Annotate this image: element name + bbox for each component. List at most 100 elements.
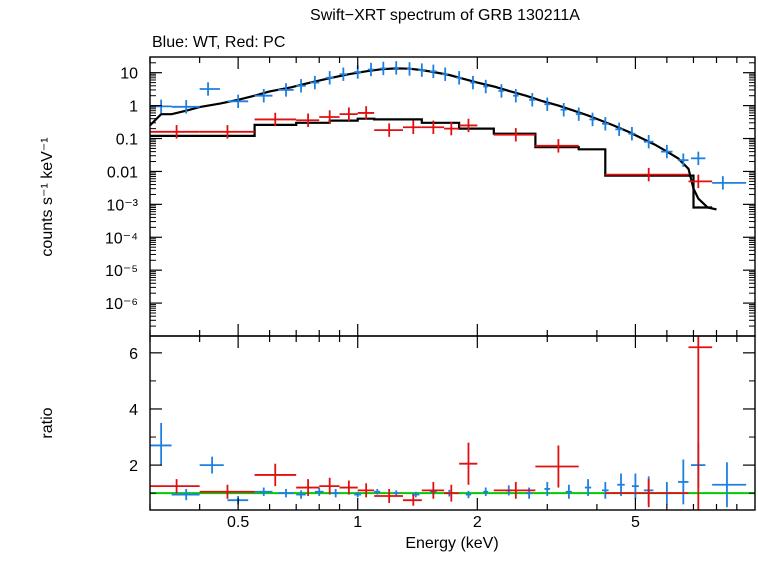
wt-spectrum-point: [406, 62, 413, 76]
wt-ratio-point: [171, 488, 200, 501]
pc-spectrum-point: [493, 128, 536, 142]
x-tick-label: 0.5: [227, 514, 249, 531]
pc-ratio-point: [357, 483, 375, 498]
pc-ratio-point: [339, 480, 358, 495]
wt-ratio-point: [544, 481, 551, 496]
pc-ratio-point: [150, 479, 200, 494]
wt-spectrum-point: [560, 103, 567, 117]
data-layer: [150, 61, 747, 510]
tick-layer: 0.5 1 2 5 10 1 0.1 0.01 10⁻³ 10⁻⁴ 10⁻⁵ 10⁻⁶ 2 4 6: [105, 56, 755, 531]
wt-ratio-point: [525, 487, 533, 499]
pc-ratio-point: [688, 336, 713, 510]
wt-spectrum-point: [661, 144, 673, 159]
wt-ratio-point: [393, 490, 399, 496]
pc-ratio-point: [296, 479, 320, 496]
pc-model-line: [150, 117, 713, 209]
wt-spectrum-point: [456, 71, 462, 85]
pc-spectrum-point: [605, 167, 689, 182]
pc-ratio-point: [535, 445, 579, 488]
wt-ratio-point: [712, 462, 747, 508]
wt-spectrum-point: [150, 99, 172, 114]
ratio-y-axis-label: ratio: [39, 407, 56, 438]
wt-ratio-point: [374, 488, 381, 495]
pc-spectrum-point: [254, 112, 297, 127]
wt-spectrum-point: [296, 79, 306, 93]
wt-spectrum-point: [513, 88, 519, 103]
x-axis-label: Energy (keV): [405, 535, 498, 552]
pc-spectrum-point: [199, 125, 255, 139]
wt-ratio-point: [483, 487, 489, 496]
wt-spectrum-point: [602, 117, 609, 131]
wt-spectrum-point: [690, 151, 706, 166]
pc-spectrum-point: [296, 113, 320, 127]
spectrum-y-tick-label: 10: [120, 66, 138, 83]
wt-spectrum-point: [278, 83, 294, 97]
wt-spectrum-point: [529, 93, 536, 107]
spectrum-y-axis-label: counts s⁻¹ keV⁻¹: [39, 137, 56, 256]
wt-ratio-point: [584, 479, 592, 496]
pc-spectrum-point: [459, 118, 478, 133]
wt-ratio-point: [631, 473, 639, 499]
wt-model-line: [149, 67, 717, 211]
wt-ratio-point: [678, 459, 689, 505]
ratio-y-tick-label: 2: [129, 458, 138, 475]
wt-spectrum-point: [171, 100, 200, 114]
wt-ratio-point: [199, 456, 224, 474]
ratio-y-tick-label: 6: [129, 346, 138, 363]
wt-ratio-point: [331, 488, 340, 498]
pc-ratio-point: [199, 484, 255, 499]
pc-spectrum-point: [402, 120, 422, 134]
pc-ratio-point: [493, 481, 536, 499]
wt-ratio-point: [278, 488, 294, 498]
wt-spectrum-point: [393, 61, 399, 75]
chart-subtitle: Blue: WT, Red: PC: [152, 34, 285, 51]
wt-spectrum-point: [544, 97, 551, 111]
x-tick-label: 5: [631, 514, 640, 531]
spectrum-y-tick-label: 10⁻⁴: [105, 230, 138, 247]
wt-ratio-point: [565, 484, 572, 499]
pc-ratio-point: [605, 479, 689, 508]
wt-ratio-point: [354, 491, 362, 498]
wt-spectrum-point: [254, 88, 273, 103]
wt-spectrum-point: [367, 62, 375, 77]
wt-spectrum-point: [199, 82, 220, 96]
pc-spectrum-point: [319, 110, 340, 124]
wt-spectrum-point: [589, 112, 596, 127]
pc-ratio-point: [444, 484, 460, 502]
wt-spectrum-point: [227, 94, 249, 109]
wt-spectrum-point: [429, 64, 437, 79]
pc-ratio-point: [421, 481, 445, 499]
pc-ratio-point: [374, 488, 403, 503]
x-tick-label: 2: [473, 514, 482, 531]
pc-ratio-point: [402, 494, 422, 506]
wt-spectrum-point: [325, 71, 334, 85]
wt-spectrum-point: [643, 134, 654, 149]
wt-spectrum-point: [678, 153, 689, 167]
pc-spectrum-point: [444, 121, 460, 136]
wt-spectrum-point: [380, 61, 387, 76]
wt-spectrum-point: [712, 176, 747, 190]
pc-spectrum-point: [688, 174, 713, 189]
wt-spectrum-point: [470, 75, 476, 90]
wt-ratio-point: [314, 487, 324, 496]
wt-spectrum-point: [615, 122, 623, 137]
x-tick-label: 1: [353, 514, 362, 531]
pc-spectrum-point: [357, 106, 375, 120]
spectrum-y-tick-label: 10⁻³: [106, 197, 138, 214]
pc-spectrum-point: [374, 123, 403, 137]
pc-spectrum-point: [339, 107, 358, 121]
wt-ratio-point: [617, 473, 625, 496]
wt-ratio-point: [296, 490, 306, 499]
pc-spectrum-point: [150, 125, 200, 139]
pc-ratio-point: [459, 442, 478, 485]
wt-ratio-point: [254, 487, 273, 496]
wt-spectrum-point: [628, 126, 636, 141]
chart-title: Swift−XRT spectrum of GRB 130211A: [310, 7, 580, 24]
wt-spectrum-point: [418, 63, 426, 77]
ratio-panel-frame: [149, 335, 756, 511]
pc-spectrum-point: [535, 139, 579, 153]
spectrum-y-tick-label: 0.1: [116, 132, 138, 149]
wt-ratio-point: [602, 481, 609, 499]
spectrum-y-tick-label: 1: [129, 99, 138, 116]
